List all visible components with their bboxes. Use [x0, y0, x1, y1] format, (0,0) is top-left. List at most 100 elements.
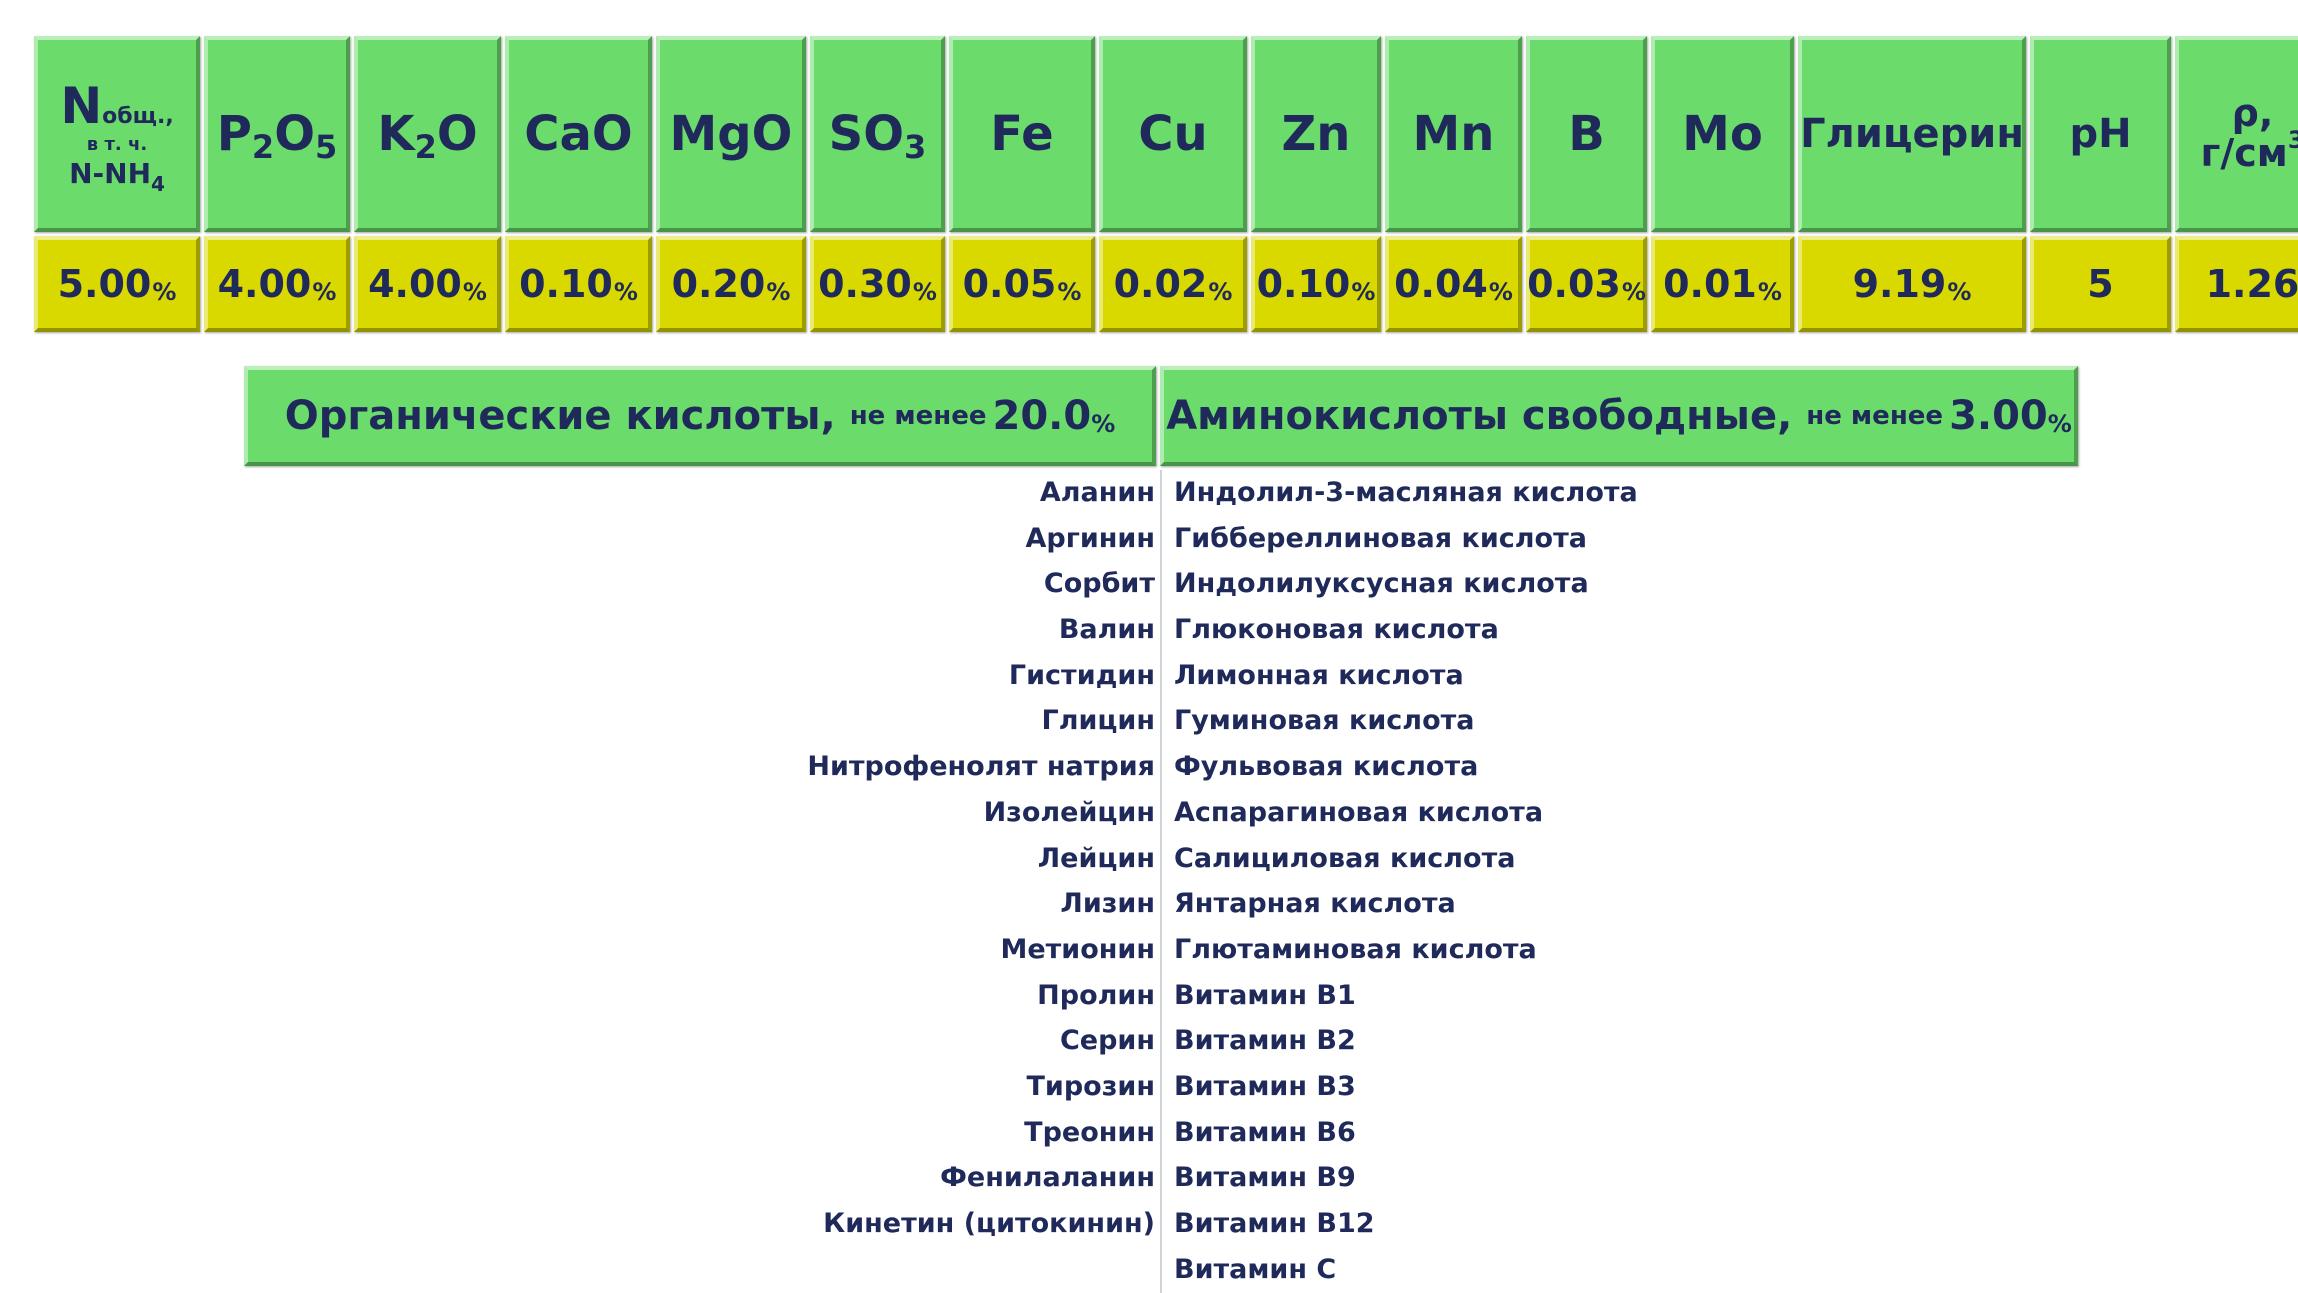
value-text: 0.10 [519, 262, 613, 306]
value-text: 0.03 [1527, 262, 1621, 306]
percent-sign: % [1057, 278, 1082, 306]
so3-sub1: 3 [904, 128, 927, 167]
percent-sign: % [1757, 278, 1782, 306]
p2o5-p: P [216, 105, 252, 162]
k2o-o: O [436, 105, 478, 162]
percent-sign: % [152, 278, 177, 306]
list-item: Витамин B6 [1174, 1116, 1356, 1148]
header-mgo: MgO [656, 36, 806, 232]
value-b: 0.03% [1526, 236, 1647, 332]
p2o5-o: O [274, 105, 315, 162]
list-item: Изолейцин [983, 796, 1155, 828]
right-ingredient-list: Индолил-3-масляная кислота Гиббереллинов… [1174, 470, 1638, 1292]
header-n-total: Nобщ., в т. ч. N-NH4 [34, 36, 200, 232]
percent-sign: % [1351, 278, 1376, 306]
value-text: 4.00 [217, 262, 312, 306]
percent-sign: % [1208, 278, 1233, 306]
value-k2o: 4.00% [354, 236, 501, 332]
list-item: Лизин [1060, 888, 1155, 920]
header-glycerin: Глицерин [1798, 36, 2026, 232]
percent-sign: % [766, 278, 791, 306]
value-n-total: 5.00% [34, 236, 200, 332]
amino-acids-title: Аминокислоты свободные, [1166, 393, 1793, 439]
k2o-sub1: 2 [414, 128, 437, 167]
amino-acids-header: Аминокислоты свободные, не менее 3.00 % [1160, 366, 2078, 466]
value-text: 0.04 [1394, 262, 1488, 306]
list-item: Витамин B2 [1174, 1025, 1356, 1057]
list-item: Витамин B9 [1174, 1162, 1356, 1194]
organic-acids-note: не менее [849, 401, 987, 431]
header-cao: CaO [505, 36, 652, 232]
rho-unit-sup: 3 [2287, 126, 2298, 154]
list-item: Фенилаланин [940, 1162, 1155, 1194]
percent-sign: % [1621, 278, 1646, 306]
list-item: Метионин [1000, 933, 1155, 965]
amino-acids-value: 3.00 [1949, 393, 2048, 439]
rho-symbol: ρ, [2231, 91, 2274, 136]
p2o5-sub2: 5 [315, 128, 338, 167]
value-text: 1.26 [2205, 262, 2298, 306]
percent-sign: % [1091, 410, 1116, 438]
list-item: Валин [1058, 614, 1155, 646]
p2o5-sub1: 2 [251, 128, 275, 167]
value-text: 0.01 [1663, 262, 1757, 306]
list-item: Витамин B3 [1174, 1070, 1356, 1102]
value-mo: 0.01% [1651, 236, 1794, 332]
header-b: B [1526, 36, 1647, 232]
list-item: Индолил-3-масляная кислота [1174, 477, 1638, 508]
value-text: 0.20 [671, 262, 766, 306]
header-density: ρ, г/см3 [2175, 36, 2298, 232]
value-fe: 0.05% [949, 236, 1095, 332]
value-text: 4.00 [368, 262, 462, 306]
value-text: 0.10 [1256, 262, 1351, 306]
header-cu: Cu [1099, 36, 1247, 232]
list-item: Фульвовая кислота [1174, 751, 1479, 783]
percent-sign: % [912, 278, 937, 306]
organic-acids-value: 20.0 [992, 393, 1092, 439]
value-text: 5.00 [57, 262, 152, 306]
column-divider [1160, 470, 1162, 1293]
header-ph: pH [2030, 36, 2171, 232]
organic-acids-title: Органические кислоты, [284, 393, 836, 439]
value-zn: 0.10% [1251, 236, 1381, 332]
n-total-main: N [60, 76, 103, 135]
left-ingredient-list: Аланин Аргинин Сорбит Валин Гистидин Гли… [807, 470, 1155, 1247]
n-nh4-main: N-NH [69, 157, 151, 190]
header-so3: SO 3 [810, 36, 945, 232]
rho-unit: г/см [2200, 131, 2288, 175]
value-so3: 0.30% [810, 236, 945, 332]
list-item: Янтарная кислота [1174, 888, 1456, 920]
value-ph: 5 [2030, 236, 2171, 332]
percent-sign: % [1488, 278, 1513, 306]
organic-acids-header: Органические кислоты, не менее 20.0 % [244, 366, 1156, 466]
list-item: Салициловая кислота [1174, 842, 1516, 874]
header-mo: Mo [1651, 36, 1794, 232]
list-item: Аргинин [1025, 522, 1155, 554]
so3-so: SO [828, 105, 905, 162]
header-mn: Mn [1385, 36, 1522, 232]
header-fe: Fe [949, 36, 1095, 232]
list-item: Глюконовая кислота [1174, 614, 1499, 646]
header-zn: Zn [1251, 36, 1381, 232]
list-item: Витамин B12 [1174, 1208, 1375, 1239]
value-mn: 0.04% [1385, 236, 1522, 332]
list-item: Гуминовая кислота [1174, 705, 1475, 737]
amino-acids-note: не менее [1806, 401, 1944, 431]
percent-sign: % [1947, 278, 1972, 306]
list-item: Сорбит [1043, 568, 1155, 600]
list-item: Гистидин [1008, 659, 1155, 691]
list-item: Лимонная кислота [1174, 659, 1464, 691]
value-p2o5: 4.00% [204, 236, 350, 332]
n-total-note: в т. ч. [86, 134, 148, 156]
value-text: 0.05 [962, 262, 1057, 306]
value-text: 9.19 [1852, 262, 1947, 306]
list-item: Тирозин [1026, 1070, 1155, 1102]
list-item: Серин [1059, 1025, 1155, 1057]
list-item: Витамин C [1174, 1253, 1337, 1285]
list-item: Лейцин [1037, 842, 1155, 874]
percent-sign: % [312, 278, 337, 306]
list-item: Глицин [1041, 705, 1155, 737]
value-text: 5 [2087, 262, 2114, 306]
